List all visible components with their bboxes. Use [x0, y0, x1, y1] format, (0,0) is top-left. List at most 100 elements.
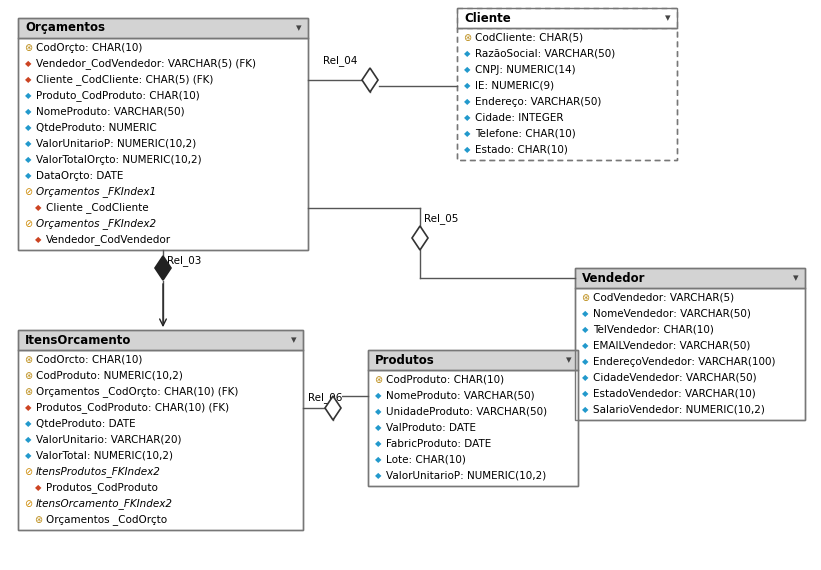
Text: ◆: ◆ — [582, 341, 589, 351]
Text: ◆: ◆ — [25, 75, 31, 84]
Text: NomeVendedor: VARCHAR(50): NomeVendedor: VARCHAR(50) — [593, 309, 751, 319]
Text: Cliente _CodCliente: Cliente _CodCliente — [46, 202, 149, 213]
Text: Telefone: CHAR(10): Telefone: CHAR(10) — [475, 129, 576, 139]
Text: ⊛: ⊛ — [24, 387, 32, 397]
Text: ValorUnitarioP: NUMERIC(10,2): ValorUnitarioP: NUMERIC(10,2) — [386, 471, 546, 481]
Text: EstadoVendedor: VARCHAR(10): EstadoVendedor: VARCHAR(10) — [593, 389, 756, 399]
Polygon shape — [155, 256, 171, 280]
Text: ◆: ◆ — [25, 59, 31, 68]
Bar — [18, 350, 303, 530]
Bar — [18, 18, 308, 38]
Text: ◆: ◆ — [464, 113, 470, 123]
Text: CodVendedor: VARCHAR(5): CodVendedor: VARCHAR(5) — [593, 293, 734, 303]
Text: Estado: CHAR(10): Estado: CHAR(10) — [475, 145, 568, 155]
Text: CodProduto: CHAR(10): CodProduto: CHAR(10) — [386, 375, 504, 385]
Text: ⊘: ⊘ — [24, 187, 32, 197]
Text: Rel_03: Rel_03 — [167, 255, 201, 266]
Text: Produtos_CodProduto: CHAR(10) (FK): Produtos_CodProduto: CHAR(10) (FK) — [36, 402, 229, 413]
Text: ⊛: ⊛ — [34, 515, 42, 525]
Text: CodOrcto: CHAR(10): CodOrcto: CHAR(10) — [36, 355, 142, 365]
Text: ValorTotal: NUMERIC(10,2): ValorTotal: NUMERIC(10,2) — [36, 451, 173, 461]
Polygon shape — [325, 396, 341, 420]
Bar — [368, 370, 578, 486]
Text: ◆: ◆ — [464, 66, 470, 75]
Text: Orçamentos _CodOrçto: Orçamentos _CodOrçto — [46, 515, 167, 526]
Text: Orçamentos _FKIndex1: Orçamentos _FKIndex1 — [36, 186, 156, 197]
Text: CodCliente: CHAR(5): CodCliente: CHAR(5) — [475, 33, 583, 43]
Text: ⊘: ⊘ — [24, 219, 32, 229]
Text: Rel_06: Rel_06 — [308, 392, 342, 403]
Text: IE: NUMERIC(9): IE: NUMERIC(9) — [475, 81, 554, 91]
Text: CidadeVendedor: VARCHAR(50): CidadeVendedor: VARCHAR(50) — [593, 373, 757, 383]
Text: ◆: ◆ — [582, 325, 589, 335]
Text: UnidadeProduto: VARCHAR(50): UnidadeProduto: VARCHAR(50) — [386, 407, 547, 417]
Text: Orçamentos _CodOrçto: CHAR(10) (FK): Orçamentos _CodOrçto: CHAR(10) (FK) — [36, 386, 238, 397]
Bar — [368, 350, 578, 486]
Text: ⊘: ⊘ — [24, 467, 32, 477]
Text: ⊛: ⊛ — [581, 293, 589, 303]
Text: ◆: ◆ — [582, 373, 589, 382]
Text: ◆: ◆ — [35, 203, 42, 213]
Text: ▾: ▾ — [566, 355, 572, 365]
Text: ◆: ◆ — [35, 235, 42, 245]
Text: ◆: ◆ — [375, 392, 382, 401]
Text: ⊛: ⊛ — [24, 43, 32, 53]
Text: SalarioVendedor: NUMERIC(10,2): SalarioVendedor: NUMERIC(10,2) — [593, 405, 765, 415]
Text: ItensProdutos_FKIndex2: ItensProdutos_FKIndex2 — [36, 467, 161, 478]
Text: ValProduto: DATE: ValProduto: DATE — [386, 423, 476, 433]
Text: ◆: ◆ — [25, 420, 31, 429]
Text: ▾: ▾ — [665, 13, 671, 23]
Text: ◆: ◆ — [25, 140, 31, 149]
Text: ◆: ◆ — [582, 389, 589, 398]
Text: ◆: ◆ — [25, 435, 31, 445]
Text: ◆: ◆ — [25, 404, 31, 413]
Bar — [18, 330, 303, 350]
Text: Cliente _CodCliente: CHAR(5) (FK): Cliente _CodCliente: CHAR(5) (FK) — [36, 75, 213, 86]
Text: RazãoSocial: VARCHAR(50): RazãoSocial: VARCHAR(50) — [475, 49, 615, 59]
Text: Orçamentos _FKIndex2: Orçamentos _FKIndex2 — [36, 218, 156, 230]
Bar — [18, 330, 303, 530]
Text: ◆: ◆ — [464, 145, 470, 154]
Bar — [575, 288, 805, 420]
Text: ◆: ◆ — [375, 439, 382, 449]
Polygon shape — [362, 68, 378, 92]
Bar — [457, 8, 677, 160]
Bar — [457, 28, 677, 160]
Text: ItensOrcamento_FKIndex2: ItensOrcamento_FKIndex2 — [36, 499, 173, 510]
Text: Cidade: INTEGER: Cidade: INTEGER — [475, 113, 563, 123]
Text: QtdeProduto: DATE: QtdeProduto: DATE — [36, 419, 135, 429]
Text: Endereço: VARCHAR(50): Endereço: VARCHAR(50) — [475, 97, 601, 107]
Text: ◆: ◆ — [375, 471, 382, 481]
Text: NomeProduto: VARCHAR(50): NomeProduto: VARCHAR(50) — [36, 107, 185, 117]
Text: ItensOrcamento: ItensOrcamento — [25, 333, 131, 347]
Text: ◆: ◆ — [375, 408, 382, 417]
Text: CodOrçto: CHAR(10): CodOrçto: CHAR(10) — [36, 43, 142, 53]
Text: Rel_05: Rel_05 — [424, 213, 458, 224]
Text: ⊛: ⊛ — [374, 375, 382, 385]
Text: Produtos_CodProduto: Produtos_CodProduto — [46, 483, 158, 494]
Text: Vendedor_CodVendedor: VARCHAR(5) (FK): Vendedor_CodVendedor: VARCHAR(5) (FK) — [36, 59, 256, 70]
Text: ◆: ◆ — [582, 405, 589, 414]
Text: CodProduto: NUMERIC(10,2): CodProduto: NUMERIC(10,2) — [36, 371, 183, 381]
Text: ⊛: ⊛ — [24, 371, 32, 381]
Text: Cliente: Cliente — [464, 11, 511, 25]
Text: ◆: ◆ — [25, 108, 31, 116]
Bar — [18, 18, 308, 250]
Bar — [457, 8, 677, 28]
Text: ⊛: ⊛ — [24, 355, 32, 365]
Text: EndereçoVendedor: VARCHAR(100): EndereçoVendedor: VARCHAR(100) — [593, 357, 776, 367]
Text: ◆: ◆ — [25, 156, 31, 165]
Text: ⊘: ⊘ — [24, 499, 32, 509]
Text: Produto_CodProduto: CHAR(10): Produto_CodProduto: CHAR(10) — [36, 91, 200, 101]
Text: CNPJ: NUMERIC(14): CNPJ: NUMERIC(14) — [475, 65, 576, 75]
Text: QtdeProduto: NUMERIC: QtdeProduto: NUMERIC — [36, 123, 157, 133]
Text: Vendedor: Vendedor — [582, 271, 645, 284]
Text: ◆: ◆ — [464, 97, 470, 107]
Text: ▾: ▾ — [296, 23, 302, 33]
Bar — [575, 268, 805, 288]
Bar — [368, 350, 578, 370]
Text: FabricProduto: DATE: FabricProduto: DATE — [386, 439, 491, 449]
Text: TelVendedor: CHAR(10): TelVendedor: CHAR(10) — [593, 325, 714, 335]
Text: ⊛: ⊛ — [463, 33, 471, 43]
Text: ◆: ◆ — [375, 455, 382, 465]
